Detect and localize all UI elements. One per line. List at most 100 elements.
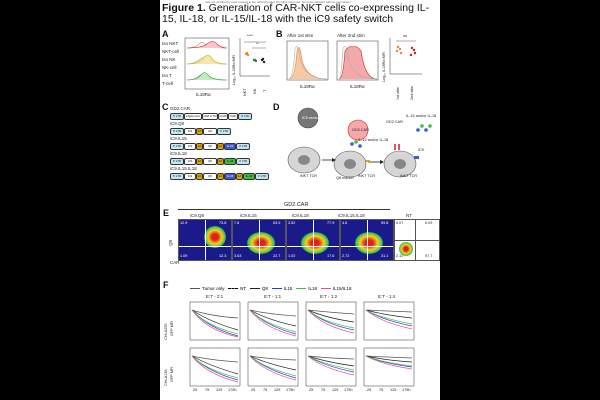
panel-e-header: GD2.CAR <box>284 202 309 208</box>
legend-item: IL15/IL18 <box>320 286 352 291</box>
cat-label: 2nd stim <box>410 85 414 100</box>
xtick: 125 <box>216 388 223 392</box>
construct-part: 14g2a scFv <box>184 113 202 120</box>
quad-value: 3.63 <box>234 254 242 258</box>
hist-label: NK-cell <box>162 65 177 70</box>
stim2-xlabel: IL18Rα <box>350 84 365 89</box>
panel-e-label: E <box>163 208 170 218</box>
row-label: CHLA255 <box>164 323 168 340</box>
preprint-notice: was not certified by peer review) is the… <box>205 0 352 4</box>
stim1-title: After 1st stim <box>287 33 314 38</box>
quad-value: 3.52 <box>288 221 296 225</box>
tcr-label: iNKT TCR <box>400 174 418 178</box>
construct-part: 2A <box>196 128 203 135</box>
construct-part: 5' LTR <box>170 158 184 165</box>
construct-part: 2A <box>236 173 243 180</box>
quad-value: 2.72 <box>342 254 350 258</box>
construct-part: IL-15 <box>224 143 236 150</box>
construct-part: 2A <box>217 143 224 150</box>
figure-number: Figure 1. <box>162 2 206 14</box>
construct-part: Q8 <box>203 158 217 165</box>
figure-title: Figure 1. Generation of CAR-NKT cells co… <box>162 3 438 25</box>
xtick: 25 <box>193 388 198 392</box>
construct-part: 3' LTR <box>236 158 250 165</box>
construct-name: iC9.IL15.IL18 <box>170 166 197 171</box>
flow-plot-ic9-il18: 3.52 77.9 1.02 17.6 <box>286 219 340 261</box>
flow-plot-nt: 0.07 0.09 2.11 97.7 <box>394 219 440 261</box>
construct-part: iC9 <box>184 158 196 165</box>
hist-label: Iso NKT <box>162 41 179 46</box>
quad-value: 59.8 <box>381 221 389 225</box>
flow-title: iC9.IL15.IL18 <box>338 213 365 218</box>
xtick: 25 <box>309 388 314 392</box>
construct-part: 3' LTR <box>236 143 250 150</box>
panel-b-ylabel: Log₁₀ IL18Rα MFI <box>382 51 386 82</box>
stim1-histogram <box>286 40 329 81</box>
xtick: 175h <box>286 388 295 392</box>
construct-part: Q8 <box>203 173 217 180</box>
construct-part: 3' LTR <box>238 113 252 120</box>
panel-a-xlabel: IL18Rα <box>196 92 211 97</box>
panel-e-xlabel: CAR <box>170 260 180 265</box>
panel-a-ylabel: Log₁₀ IL18Rα MFI <box>232 54 236 85</box>
cat-label: T <box>263 89 267 92</box>
quad-value: 63.9 <box>273 221 281 225</box>
xtick: 75 <box>379 388 384 392</box>
quad-value: 1.09 <box>180 254 188 258</box>
construct-part: 5' LTR <box>170 143 184 150</box>
construct-part: 2A <box>217 158 224 165</box>
flow-title: iC9.IL18 <box>292 213 309 218</box>
quad-value: 0.07 <box>396 221 404 225</box>
ratio-title: E:T - 1:2 <box>320 294 338 299</box>
construct-part: iC9 <box>184 173 196 180</box>
cat-label: NK <box>253 88 257 94</box>
row-ylabel: GFP MFI <box>170 320 174 336</box>
gd2car-label: GD2.CAR <box>386 120 403 124</box>
ratio-title: E:T - 2:1 <box>206 294 224 299</box>
cytokine2-label: IL-15 and/or IL-18 <box>406 114 437 118</box>
construct-part: 3' LTR <box>217 128 231 135</box>
tcr-label: iNKT TCR <box>358 174 376 178</box>
vector1-label: iC9 vector <box>302 116 320 120</box>
row-label: CHLA136 <box>164 369 168 386</box>
construct-part: CD3ζ <box>228 113 238 120</box>
sig-star: **** <box>247 34 253 38</box>
legend-item: IL15 <box>271 286 292 291</box>
stim2-histogram <box>336 40 379 81</box>
construct-part: CD8 H TM <box>202 113 218 120</box>
quad-value: 22.7 <box>273 254 281 258</box>
construct-name: iC9.Q8 <box>170 121 185 126</box>
construct-part: 5' LTR <box>170 113 184 120</box>
gd2car-bracket <box>178 209 390 210</box>
quad-value: 2.11 <box>396 254 404 258</box>
construct-part: 2A <box>196 173 203 180</box>
ns-label: ns <box>403 34 408 38</box>
stim2-title: After 2nd stim <box>337 33 365 38</box>
panel-c-label: C <box>162 102 169 112</box>
flow-plot-ic9-q8: 12.9 73.8 1.09 12.3 <box>178 219 232 261</box>
construct-part: Q8 <box>203 143 217 150</box>
xtick: 125 <box>390 388 397 392</box>
xtick: 75 <box>321 388 326 392</box>
panel-d-diagram <box>287 107 432 178</box>
quad-value: 0.09 <box>425 221 433 225</box>
construct-part: 2A <box>196 143 203 150</box>
construct-part: 5' LTR <box>170 173 184 180</box>
panel-a-label: A <box>162 29 169 39</box>
quad-value: 12.9 <box>180 221 188 225</box>
curve-grid <box>189 301 415 387</box>
panel-f-label: F <box>163 280 169 290</box>
construct-part: CD28 <box>218 113 228 120</box>
construct-part: 3' LTR <box>255 173 269 180</box>
construct-name: iC9.IL15 <box>170 136 187 141</box>
flow-plot-ic9-il15-il18: 4.8 59.8 2.72 31.1 <box>340 219 394 261</box>
construct-part: IL-18 <box>243 173 255 180</box>
sig-star: ** <box>256 42 259 46</box>
figure-caption: Generation of CAR-NKT cells co-expressin… <box>162 2 430 25</box>
construct-part: iC9 <box>184 128 196 135</box>
quad-value: 7.8 <box>234 221 240 225</box>
construct-name: GD2.CAR <box>170 106 191 111</box>
quad-value: 73.8 <box>219 221 227 225</box>
flow-title: iC9.IL15 <box>240 213 257 218</box>
vector2-label: GD2.CAR <box>352 128 369 132</box>
